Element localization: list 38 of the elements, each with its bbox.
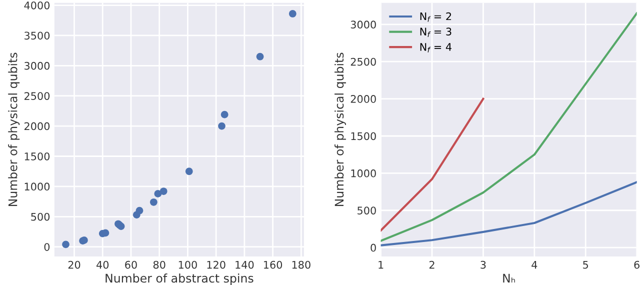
x-tick-label: 5 [583, 260, 588, 269]
x-axis-title: Number of abstract spins [106, 274, 254, 285]
y-tick-label: 4000 [24, 1, 50, 10]
y-tick-label: 500 [358, 206, 376, 214]
x-tick-label: 120 [207, 260, 226, 269]
x-tick-label: 80 [153, 260, 166, 269]
y-tick-label: 1000 [24, 182, 50, 191]
x-tick-label: 6 [634, 260, 640, 269]
y-tick-label: 3500 [24, 32, 50, 40]
y-tick-label: 2500 [350, 58, 376, 66]
y-tick-label: 0 [370, 244, 376, 252]
y-tick-label: 2500 [24, 92, 50, 100]
x-tick-label: 20 [68, 260, 80, 269]
legend-label: N$_{f}$ = 2 [420, 12, 452, 22]
x-tick-label: 140 [236, 260, 254, 269]
x-tick-label: 180 [292, 260, 310, 269]
x-tick-label: 40 [96, 260, 109, 269]
x-tick-label: 1 [378, 260, 384, 269]
y-tick-label: 1500 [24, 152, 50, 160]
x-tick-label: 4 [532, 260, 538, 269]
x-tick-label: 3 [480, 260, 486, 269]
y-tick-label: 2000 [350, 95, 376, 103]
y-tick-label: 3000 [350, 20, 376, 29]
y-tick-label: 2000 [24, 122, 50, 130]
y-tick-label: 0 [44, 243, 50, 251]
legend-label: N$_{f}$ = 3 [420, 28, 452, 38]
y-tick-label: 1000 [351, 169, 376, 178]
y-axis-title: Number of physical qubits [334, 52, 346, 206]
legend-label: N$_{f}$ = 4 [420, 43, 452, 52]
x-tick-label: 160 [264, 260, 282, 269]
y-tick-label: 500 [31, 212, 50, 221]
x-tick-label: 60 [125, 260, 137, 269]
y-tick-label: 3000 [24, 62, 50, 70]
x-axis-title: Nₕ [503, 274, 515, 283]
y-axis-title: Number of physical qubits [8, 52, 20, 206]
y-tick-label: 1500 [351, 132, 376, 140]
x-tick-label: 2 [429, 260, 434, 269]
x-tick-label: 100 [178, 260, 197, 269]
